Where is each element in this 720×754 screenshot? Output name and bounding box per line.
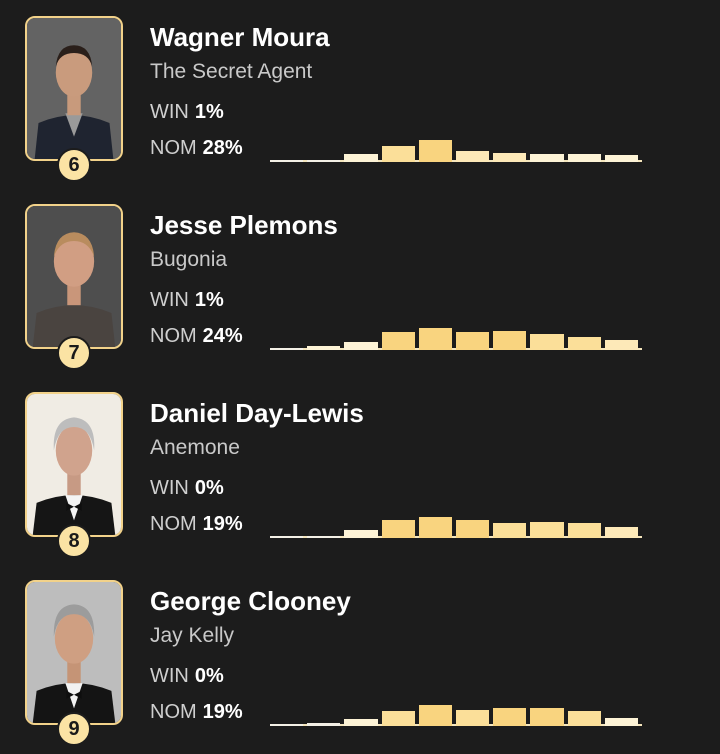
nominee-name: Wagner Moura [150,22,330,52]
rank-badge: 9 [57,712,91,746]
probability-histogram [270,692,642,726]
histogram-bar [604,155,638,162]
histogram-bar [456,709,490,726]
histogram-bar [567,710,601,726]
histogram-bar [344,530,378,538]
histogram-bar [418,705,452,726]
nom-value: 28% [202,137,243,159]
histogram-bar [307,160,341,162]
histogram-bar [567,522,601,538]
nominee-film: The Secret Agent [150,60,313,83]
nominee-card[interactable]: 9 George Clooney Jay Kelly WIN 0% NOM 19% [0,564,720,752]
nom-label: NOM [150,137,197,159]
histogram-bar [604,527,638,538]
histogram-bar [567,336,601,350]
histogram-bar [344,154,378,162]
histogram-bar [456,520,490,538]
histogram-bar [604,340,638,350]
win-stat: WIN 1% [150,289,224,312]
histogram-bar [456,151,490,162]
nominee-film: Anemone [150,436,240,459]
win-stat: WIN 0% [150,477,224,500]
histogram-bar [381,710,415,726]
nom-value: 19% [202,513,243,535]
rank-badge: 6 [57,148,91,182]
nominee-name: George Clooney [150,586,351,616]
actor-portrait-icon[interactable] [25,16,123,161]
actor-portrait-icon[interactable] [25,580,123,725]
histogram-bar [381,145,415,162]
histogram-bar [530,708,564,726]
nom-stat: NOM 24% [150,325,243,348]
actor-portrait-icon[interactable] [25,204,123,349]
histogram-bar [493,522,527,538]
histogram-bar [270,347,304,350]
win-stat: WIN 0% [150,665,224,688]
probability-histogram [270,316,642,350]
histogram-bar [270,536,304,538]
nom-stat: NOM 19% [150,701,243,724]
win-value: 0% [194,477,224,499]
histogram-bar [530,521,564,538]
nom-label: NOM [150,513,197,535]
win-value: 0% [194,665,224,687]
histogram-bar [381,520,415,538]
histogram-bar [307,345,341,350]
win-value: 1% [194,289,224,311]
histogram-bar [270,724,304,726]
win-label: WIN [150,477,189,499]
histogram-bar [530,153,564,162]
probability-histogram [270,128,642,162]
nominee-card[interactable]: 6 Wagner Moura The Secret Agent WIN 1% NO… [0,0,720,188]
histogram-bar [307,722,341,726]
nominee-card[interactable]: 7 Jesse Plemons Bugonia WIN 1% NOM 24% [0,188,720,376]
nom-value: 19% [202,701,243,723]
histogram-bar [493,152,527,162]
nominee-film: Bugonia [150,248,228,271]
win-label: WIN [150,101,189,123]
nominee-name: Daniel Day-Lewis [150,398,364,428]
nom-stat: NOM 19% [150,513,243,536]
histogram-bar [418,517,452,538]
nom-value: 24% [202,325,243,347]
nom-stat: NOM 28% [150,137,243,160]
histogram-bar [344,719,378,726]
nom-label: NOM [150,325,197,347]
rank-badge: 7 [57,336,91,370]
histogram-bar [270,160,304,162]
histogram-bar [344,342,378,350]
win-label: WIN [150,665,189,687]
probability-histogram [270,504,642,538]
histogram-bar [493,708,527,726]
histogram-bar [418,140,452,162]
histogram-bar [381,332,415,350]
actor-portrait-icon[interactable] [25,392,123,537]
nom-label: NOM [150,701,197,723]
win-label: WIN [150,289,189,311]
histogram-bar [604,718,638,726]
histogram-bar [418,328,452,350]
histogram-bar [530,333,564,350]
win-value: 1% [194,101,224,123]
histogram-bar [493,331,527,350]
nominee-name: Jesse Plemons [150,210,338,240]
histogram-bar [567,154,601,162]
win-stat: WIN 1% [150,101,224,124]
rank-badge: 8 [57,524,91,558]
nominee-film: Jay Kelly [150,624,235,647]
histogram-bar [456,332,490,350]
nominee-card[interactable]: 8 Daniel Day-Lewis Anemone WIN 0% NOM 19% [0,376,720,564]
histogram-bar [307,535,341,538]
